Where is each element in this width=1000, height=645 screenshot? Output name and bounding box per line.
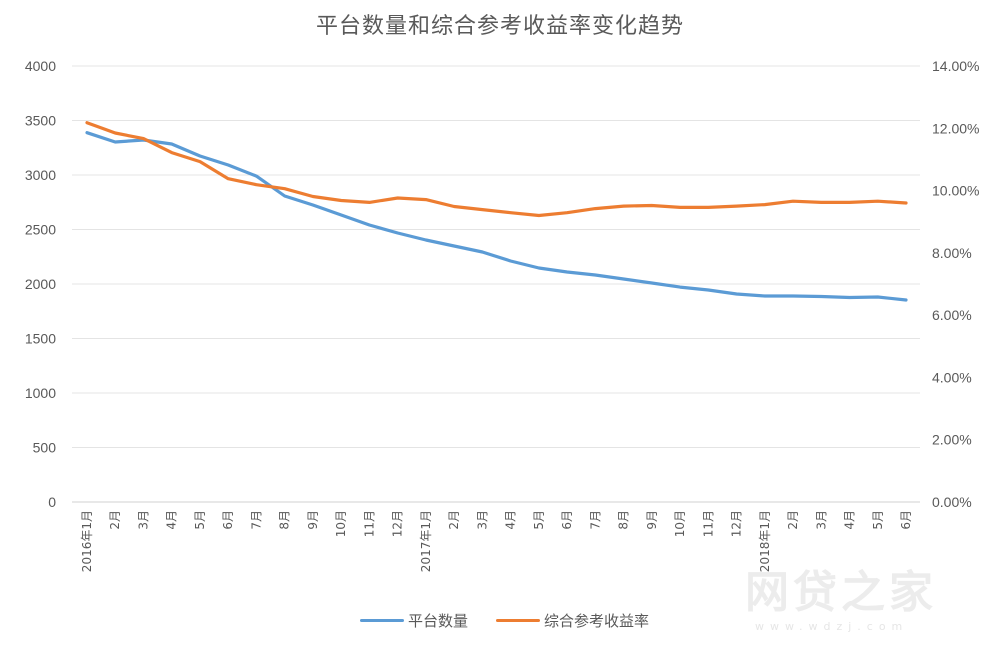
x-axis-tick: 2月 <box>786 510 800 530</box>
chart-title: 平台数量和综合参考收益率变化趋势 <box>315 14 684 39</box>
right-axis-tick: 8.00% <box>932 245 972 261</box>
x-axis-tick: 5月 <box>193 510 207 530</box>
x-axis-tick: 4月 <box>843 510 857 530</box>
right-axis-tick: 0.00% <box>932 494 972 510</box>
watermark-url: www.wdzj.com <box>755 620 909 633</box>
x-axis-tick: 8月 <box>617 510 631 530</box>
right-axis-tick: 6.00% <box>932 307 972 323</box>
x-axis-tick: 7月 <box>588 510 602 530</box>
left-axis-tick: 1500 <box>25 331 56 347</box>
legend-swatch-blue <box>360 619 404 622</box>
left-axis-tick: 3500 <box>25 113 56 129</box>
right-axis-tick: 14.00% <box>932 58 979 74</box>
series-line-yield-rate <box>85 121 908 218</box>
left-axis-tick: 2000 <box>25 276 56 292</box>
watermark: 网贷之家 <box>745 567 937 618</box>
right-axis-tick: 10.00% <box>932 183 979 199</box>
x-axis-tick: 2016年1月 <box>80 510 94 572</box>
x-axis-tick: 3月 <box>136 510 150 530</box>
legend-item-yield-rate: 综合参考收益率 <box>496 610 649 631</box>
x-axis-tick: 2017年1月 <box>419 510 433 572</box>
legend-swatch-orange <box>496 619 541 622</box>
x-axis-tick: 3月 <box>475 510 489 530</box>
x-axis-tick: 4月 <box>504 510 518 530</box>
x-axis-tick: 5月 <box>871 510 885 530</box>
x-axis-tick: 8月 <box>278 510 292 530</box>
x-axis-tick: 10月 <box>673 510 687 537</box>
x-axis-tick: 5月 <box>532 510 546 530</box>
left-axis-tick: 3000 <box>25 167 56 183</box>
series-line-platform-count <box>85 131 908 302</box>
x-axis-tick: 12月 <box>391 510 405 537</box>
x-axis-tick: 2月 <box>108 510 122 530</box>
x-axis-tick: 6月 <box>221 510 235 530</box>
x-axis-tick: 6月 <box>899 510 913 530</box>
legend-label: 综合参考收益率 <box>544 612 650 630</box>
right-axis-tick: 12.00% <box>932 120 979 136</box>
right-axis-tick: 4.00% <box>932 369 972 385</box>
legend-item-platform-count: 平台数量 <box>360 610 468 631</box>
x-axis-tick: 10月 <box>334 510 348 537</box>
x-axis-tick: 6月 <box>560 510 574 530</box>
legend-label: 平台数量 <box>408 612 469 630</box>
x-axis-tick: 9月 <box>306 510 320 530</box>
x-axis-tick: 11月 <box>362 510 376 537</box>
legend: 平台数量 综合参考收益率 <box>360 610 649 631</box>
left-axis-tick: 500 <box>33 440 57 456</box>
x-axis-tick: 9月 <box>645 510 659 530</box>
x-axis-tick: 11月 <box>701 510 715 537</box>
x-axis-tick: 2018年1月 <box>758 510 772 572</box>
left-axis-tick: 0 <box>48 494 56 510</box>
x-axis-tick: 3月 <box>814 510 828 530</box>
x-axis-tick: 12月 <box>730 510 744 537</box>
left-axis-tick: 1000 <box>25 385 56 401</box>
right-axis-tick: 2.00% <box>932 432 972 448</box>
left-axis-tick: 4000 <box>25 58 56 74</box>
x-axis-tick: 2月 <box>447 510 461 530</box>
x-axis-tick: 7月 <box>249 510 263 530</box>
x-axis-tick: 4月 <box>165 510 179 530</box>
left-axis-tick: 2500 <box>25 222 56 238</box>
